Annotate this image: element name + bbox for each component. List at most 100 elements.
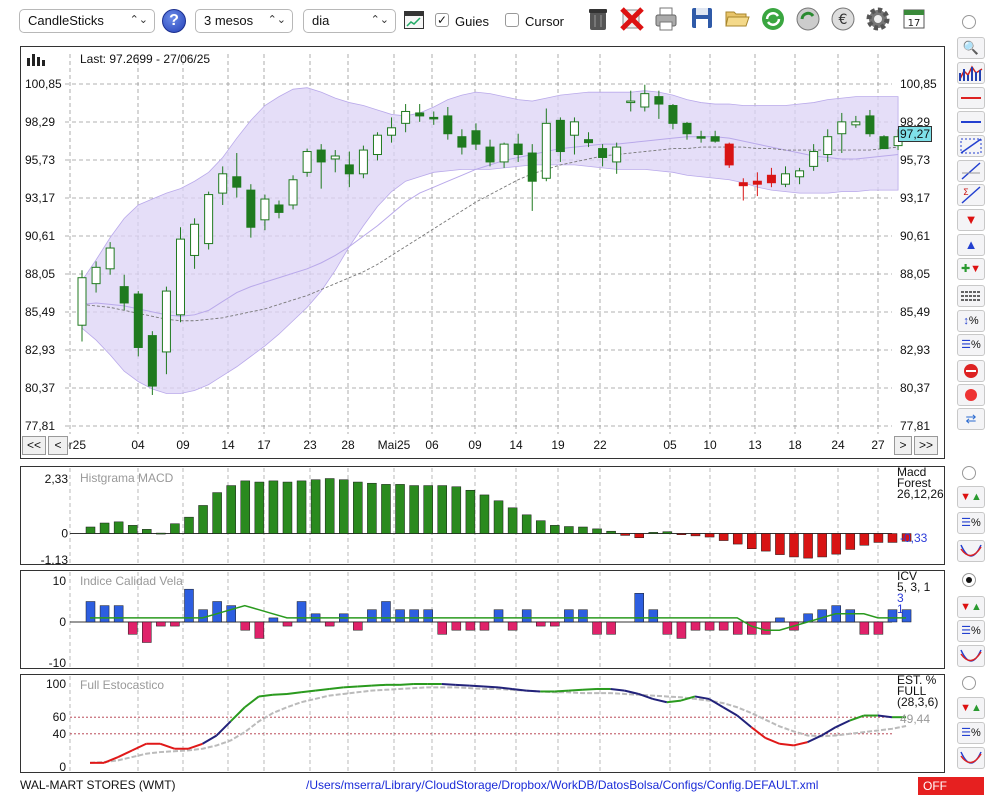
stoch-panel-radio[interactable] bbox=[962, 676, 976, 690]
stoch-tick: 0 bbox=[59, 760, 66, 773]
macd-bar bbox=[887, 533, 898, 543]
price-x-label: 19 bbox=[551, 438, 565, 452]
candle-body bbox=[569, 121, 579, 136]
icv-panel-radio[interactable] bbox=[962, 573, 976, 587]
config-path-link[interactable]: /Users/mserra/Library/CloudStorage/Dropb… bbox=[306, 778, 819, 792]
macd-bar bbox=[353, 481, 363, 534]
stoch-fast-segment bbox=[666, 699, 682, 704]
zoom-icon[interactable]: 🔍 bbox=[957, 37, 985, 59]
price-chart[interactable]: 100,85 100,85 98,29 98,29 95,73 95,73 93,17 93,… bbox=[20, 46, 945, 459]
horizontal-line-blue-icon[interactable] bbox=[957, 111, 985, 133]
icv-signal-icon[interactable]: ▼▲ bbox=[957, 596, 985, 618]
candle-body bbox=[555, 119, 565, 153]
chart-type-select[interactable]: CandleSticks ⌃⌄ bbox=[19, 9, 155, 33]
macd-bar bbox=[254, 481, 265, 534]
macd-bar bbox=[127, 525, 138, 534]
chart-style-icon[interactable] bbox=[957, 62, 985, 84]
icv-value-1: 3 bbox=[897, 591, 904, 605]
icv-bar bbox=[85, 601, 96, 623]
arrow-up-icon[interactable]: ▲ bbox=[957, 234, 985, 256]
date-icon[interactable]: 17 bbox=[900, 6, 928, 34]
icv-chart[interactable]: 10 0 -10 bbox=[20, 570, 945, 669]
icv-lines-percent-icon[interactable]: ☰% bbox=[957, 620, 985, 642]
candle-body bbox=[316, 149, 326, 163]
icv-bar bbox=[423, 609, 433, 623]
save-icon[interactable] bbox=[688, 6, 716, 34]
stoch-fast-segment bbox=[300, 689, 316, 694]
icv-bar bbox=[268, 617, 279, 623]
delete-icon[interactable] bbox=[618, 6, 646, 34]
arrow-down-icon[interactable]: ▼ bbox=[957, 209, 985, 231]
stoch-curve-icon[interactable] bbox=[957, 747, 985, 769]
stoch-fast-segment bbox=[371, 683, 386, 687]
trend-line-icon[interactable] bbox=[957, 160, 985, 182]
macd-curve-icon[interactable] bbox=[957, 540, 985, 562]
price-tick-right: 85,49 bbox=[900, 305, 930, 319]
macd-chart[interactable]: 2,33 0 -1,13 bbox=[20, 466, 945, 565]
list-icon[interactable] bbox=[957, 285, 985, 307]
macd-lines-percent-icon[interactable]: ☰% bbox=[957, 512, 985, 534]
cursor-label: Cursor bbox=[525, 14, 565, 29]
icv-bar bbox=[507, 621, 518, 631]
price-x-label: 28 bbox=[341, 438, 355, 452]
record-icon[interactable] bbox=[957, 384, 985, 406]
candle-body bbox=[837, 121, 847, 135]
icv-bar bbox=[648, 609, 659, 623]
fibonacci-icon[interactable]: Σ bbox=[957, 184, 985, 206]
guides-checkbox[interactable]: ✓ bbox=[435, 13, 449, 27]
euro-icon[interactable]: € bbox=[829, 6, 857, 34]
period-select[interactable]: 3 mesos ⌃⌄ bbox=[195, 9, 293, 33]
icv-curve-icon[interactable] bbox=[957, 645, 985, 667]
stoch-fast-segment bbox=[497, 686, 513, 690]
price-x-label: 17 bbox=[257, 438, 271, 452]
macd-bar bbox=[395, 484, 405, 534]
stoch-chart[interactable]: 100 60 40 0 bbox=[20, 674, 945, 773]
gear-icon[interactable] bbox=[864, 6, 892, 34]
nav-prev-button[interactable]: < bbox=[48, 436, 68, 455]
macd-signal-icon[interactable]: ▼▲ bbox=[957, 486, 985, 508]
open-folder-icon[interactable] bbox=[723, 6, 751, 34]
nav-last-button[interactable]: >> bbox=[914, 436, 938, 455]
price-x-label: 14 bbox=[509, 438, 523, 452]
price-tick-right: 95,73 bbox=[900, 153, 930, 167]
add-signal-icon[interactable]: ✚▼ bbox=[957, 258, 985, 280]
interval-select[interactable]: dia ⌃⌄ bbox=[303, 9, 396, 33]
stoch-fast-segment bbox=[708, 698, 724, 709]
scale-percent-icon[interactable]: ↕% bbox=[957, 310, 985, 332]
printer-icon[interactable] bbox=[652, 6, 680, 34]
cursor-checkbox[interactable] bbox=[505, 13, 519, 27]
trash-icon[interactable] bbox=[584, 6, 612, 34]
reload-icon[interactable] bbox=[794, 6, 822, 34]
nav-first-button[interactable]: << bbox=[22, 436, 46, 455]
candle-body bbox=[654, 96, 664, 105]
macd-bar bbox=[142, 529, 152, 534]
sync-icon[interactable]: ⇄ bbox=[957, 408, 985, 430]
macd-current-value: -0,33 bbox=[900, 531, 928, 545]
icv-bar bbox=[732, 621, 743, 635]
stoch-legend-line1: EST. % bbox=[897, 673, 937, 687]
icv-tick: 10 bbox=[53, 574, 67, 588]
help-icon[interactable]: ? bbox=[162, 9, 186, 33]
macd-bar bbox=[564, 526, 574, 534]
status-badge[interactable]: OFF bbox=[918, 777, 984, 795]
calendar-icon[interactable] bbox=[404, 11, 424, 29]
stoch-signal-icon[interactable]: ▼▲ bbox=[957, 697, 985, 719]
macd-panel-radio[interactable] bbox=[962, 466, 976, 480]
stoch-lines-percent-icon[interactable]: ☰% bbox=[957, 722, 985, 744]
candle-body bbox=[133, 293, 143, 348]
stoch-fast-segment bbox=[779, 742, 794, 747]
refresh-icon[interactable] bbox=[759, 6, 787, 34]
macd-bar bbox=[310, 479, 321, 534]
price-x-label: 14 bbox=[221, 438, 235, 452]
trend-channel-icon[interactable] bbox=[957, 135, 985, 157]
price-tick-left: 90,61 bbox=[25, 229, 55, 243]
horizontal-line-red-icon[interactable] bbox=[957, 87, 985, 109]
price-tick-left: 88,05 bbox=[25, 267, 55, 281]
lines-percent-icon[interactable]: ☰% bbox=[957, 334, 985, 356]
price-panel-radio[interactable] bbox=[962, 15, 976, 29]
nav-next-button[interactable]: > bbox=[894, 436, 912, 455]
stop-icon[interactable] bbox=[957, 360, 985, 382]
stoch-fast-segment bbox=[202, 734, 218, 745]
price-x-label: 24 bbox=[831, 438, 845, 452]
icv-bar bbox=[592, 621, 602, 635]
